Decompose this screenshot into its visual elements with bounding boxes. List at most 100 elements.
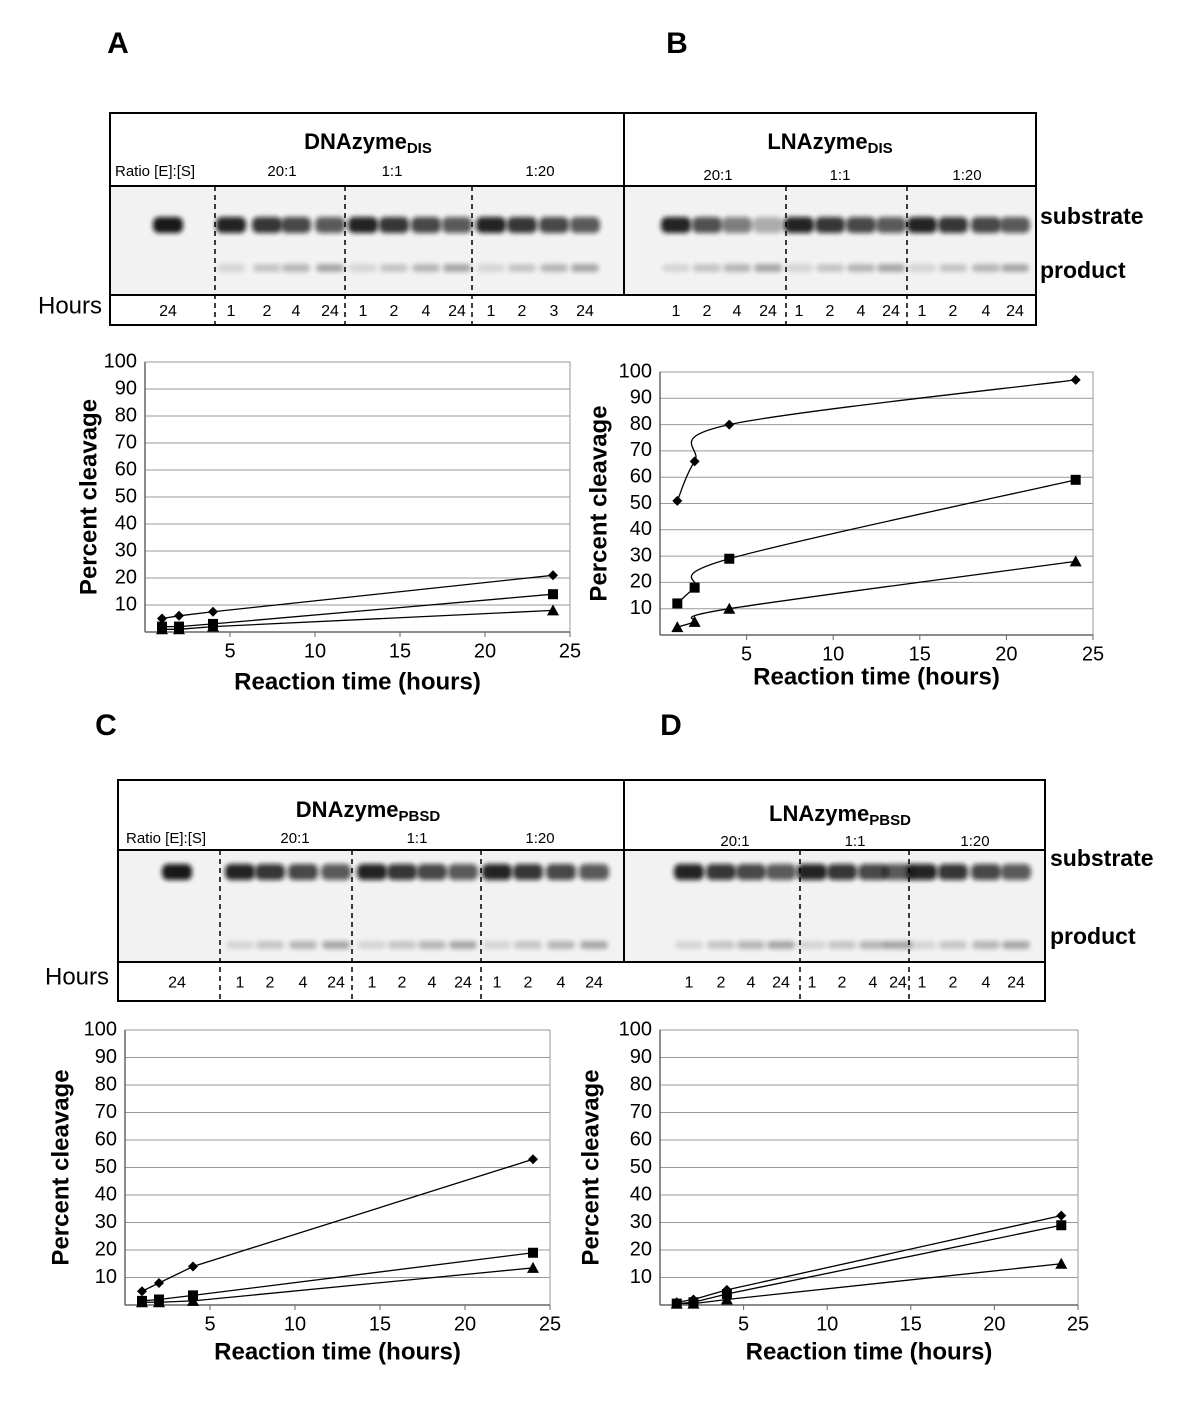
gel-title: LNAzymeDIS	[767, 129, 892, 157]
substrate-band	[546, 864, 576, 880]
x-axis-label: Reaction time (hours)	[746, 1338, 993, 1365]
gel-title: DNAzymePBSD	[296, 797, 441, 825]
y-tick-label: 70	[115, 431, 137, 453]
product-band	[253, 264, 281, 272]
hours-label: 4	[747, 975, 756, 992]
y-tick-label: 50	[630, 492, 652, 514]
hours-label: 24	[454, 975, 472, 992]
x-tick-label: 25	[1067, 1313, 1089, 1335]
data-point	[153, 1296, 165, 1308]
product-band	[322, 941, 350, 949]
band-label: substrate	[1040, 203, 1144, 229]
ratio-label: Ratio [E]:[S]	[115, 163, 195, 180]
product-band	[723, 264, 751, 272]
x-tick-label: 25	[559, 640, 581, 662]
product-band	[256, 941, 284, 949]
product-band	[571, 264, 599, 272]
series-line	[676, 1263, 1062, 1305]
series-line	[677, 560, 1076, 628]
y-tick-label: 100	[619, 1018, 652, 1040]
hours-label: 1	[795, 303, 804, 320]
product-band	[289, 941, 317, 949]
substrate-band	[692, 217, 722, 233]
gel-title-main: DNAzyme	[304, 129, 407, 154]
data-point	[157, 613, 167, 624]
product-band	[908, 264, 936, 272]
gel-title-sub: PBSD	[399, 808, 441, 825]
data-point	[207, 620, 219, 632]
gel-title-sub: DIS	[868, 140, 893, 157]
hours-label: 2	[703, 303, 712, 320]
gel-title-main: DNAzyme	[296, 797, 399, 822]
group-label: 20:1	[720, 833, 749, 850]
hours-label: 2	[717, 975, 726, 992]
ratio-label: Ratio [E]:[S]	[126, 830, 206, 847]
group-label: 1:1	[407, 830, 428, 847]
product-band	[939, 941, 967, 949]
x-tick-label: 5	[738, 1313, 749, 1335]
data-point	[688, 615, 701, 627]
hours-label: 24	[759, 303, 777, 320]
y-tick-label: 10	[630, 1266, 652, 1288]
hours-label: 1	[672, 303, 681, 320]
y-axis-label: Percent cleavage	[47, 1069, 74, 1265]
substrate-band	[539, 217, 569, 233]
y-tick-label: 80	[115, 404, 137, 426]
y-tick-label: 100	[84, 1018, 117, 1040]
x-tick-label: 5	[741, 643, 752, 665]
gel-title-main: LNAzyme	[769, 801, 869, 826]
hours-label: 1	[236, 975, 245, 992]
data-point	[547, 604, 559, 616]
product-band	[358, 941, 386, 949]
data-point	[548, 570, 558, 581]
y-tick-label: 40	[630, 518, 652, 540]
x-tick-label: 20	[454, 1313, 476, 1335]
product-band	[859, 941, 887, 949]
product-band	[449, 941, 477, 949]
product-band	[349, 264, 377, 272]
product-band	[483, 941, 511, 949]
gel-title-sub: PBSD	[869, 812, 911, 829]
y-axis-label: Percent cleavage	[585, 405, 612, 601]
product-band	[693, 264, 721, 272]
substrate-band	[674, 864, 704, 880]
hours-label: 24	[882, 303, 900, 320]
data-point	[687, 1297, 700, 1309]
data-point	[1069, 555, 1082, 567]
data-point	[137, 1286, 147, 1297]
y-tick-label: 50	[95, 1156, 117, 1178]
hours-label: 1	[487, 303, 496, 320]
substrate-band	[815, 217, 845, 233]
hours-label: 2	[524, 975, 533, 992]
series-line	[676, 1224, 1062, 1305]
product-band	[388, 941, 416, 949]
hours-label: 1	[685, 975, 694, 992]
group-label: 1:20	[952, 167, 981, 184]
hours-label: 4	[869, 975, 878, 992]
product-band	[939, 264, 967, 272]
y-tick-label: 10	[95, 1266, 117, 1288]
product-band	[847, 264, 875, 272]
substrate-band	[938, 217, 968, 233]
product-band	[580, 941, 608, 949]
data-point	[156, 623, 168, 635]
y-tick-label: 90	[95, 1046, 117, 1068]
hours-label: 24	[321, 303, 339, 320]
hours-label: 2	[390, 303, 399, 320]
series-line	[161, 574, 554, 620]
gel-title-sub: DIS	[407, 140, 432, 157]
data-point	[672, 598, 683, 609]
y-tick-label: 70	[95, 1101, 117, 1123]
hours-label: 1	[227, 303, 236, 320]
substrate-band	[579, 864, 609, 880]
group-label: 20:1	[280, 830, 309, 847]
product-band	[972, 264, 1000, 272]
substrate-band	[448, 864, 478, 880]
data-point	[1056, 1210, 1067, 1221]
x-tick-label: 10	[304, 640, 326, 662]
product-band	[908, 941, 936, 949]
panel-label: D	[660, 709, 682, 742]
hours-label: 24	[327, 975, 345, 992]
hours-label: 24	[585, 975, 603, 992]
